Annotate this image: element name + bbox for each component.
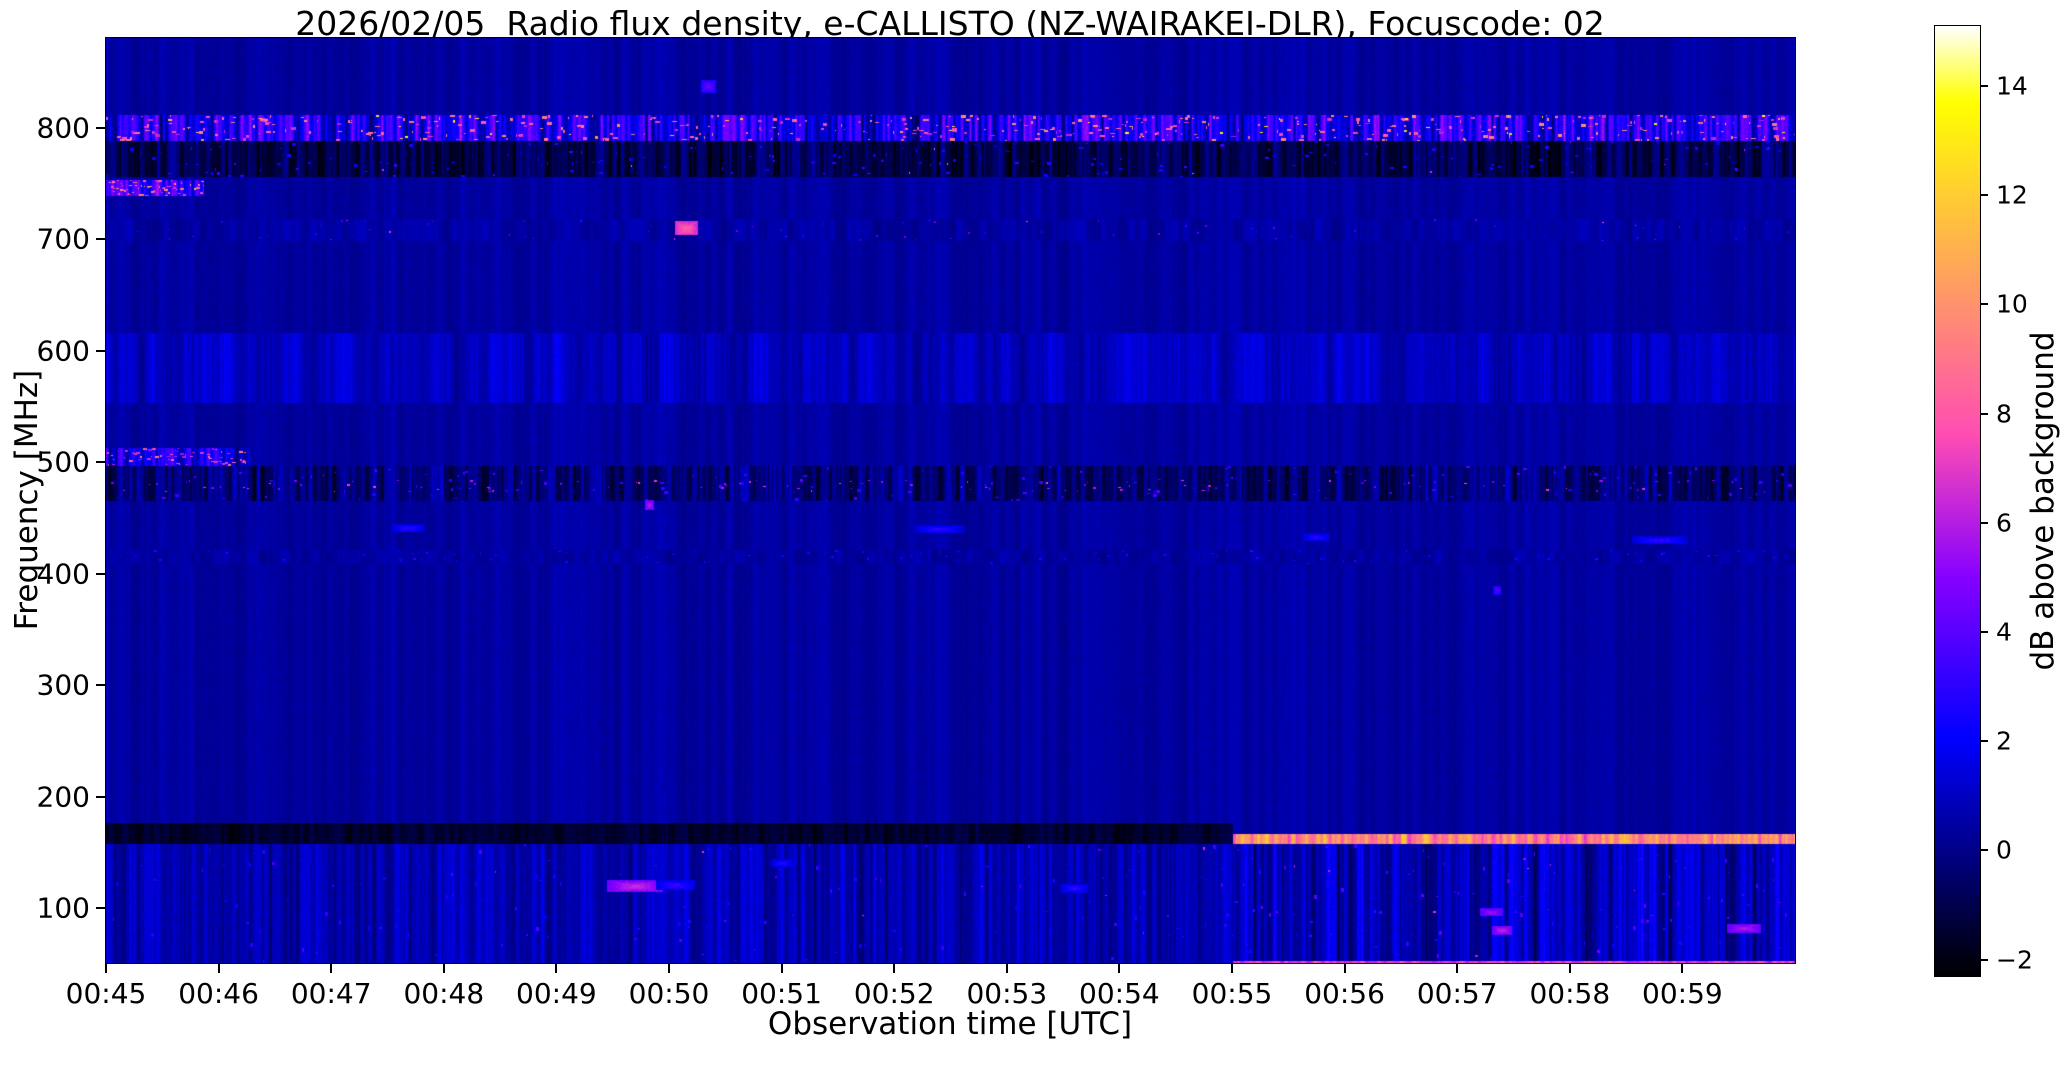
colorbar-label: dB above background [2025, 331, 2061, 671]
colorbar [1934, 25, 1981, 977]
colorbar-tick-label: 0 [1996, 835, 2012, 865]
x-tick-label: 00:54 [1079, 977, 1160, 1010]
y-tick-mark [96, 127, 106, 130]
colorbar-tick-label: 10 [1996, 289, 2028, 319]
y-tick-mark [96, 795, 106, 798]
y-tick-label: 500 [36, 445, 90, 479]
spectrogram-canvas [106, 38, 1795, 963]
x-tick-label: 00:46 [178, 977, 259, 1010]
x-tick-label: 00:48 [403, 977, 485, 1010]
x-tick-label: 00:45 [65, 977, 147, 1010]
y-tick-mark [96, 349, 106, 352]
colorbar-tick-mark [1980, 85, 1988, 88]
colorbar-tick-label: 12 [1996, 180, 2028, 210]
y-tick-mark [96, 906, 106, 909]
colorbar-tick-mark [1980, 521, 1988, 524]
colorbar-tick-mark [1980, 740, 1988, 743]
plot-area [105, 37, 1796, 964]
y-tick-label: 200 [36, 780, 90, 814]
x-tick-mark [217, 963, 220, 973]
colorbar-tick-mark [1980, 303, 1988, 306]
y-tick-label: 100 [36, 891, 90, 925]
y-tick-label: 400 [36, 557, 90, 591]
x-tick-mark [668, 963, 670, 973]
x-tick-mark [893, 963, 896, 973]
x-tick-mark [1231, 963, 1233, 973]
x-tick-mark [1568, 963, 1571, 973]
x-tick-mark [1681, 963, 1684, 973]
x-tick-mark [555, 963, 558, 973]
x-tick-label: 00:51 [741, 977, 822, 1010]
x-tick-mark [1005, 963, 1008, 973]
x-tick-mark [442, 963, 445, 973]
x-tick-label: 00:47 [290, 977, 372, 1010]
colorbar-gradient [1935, 26, 1980, 976]
y-tick-label: 800 [36, 111, 90, 145]
x-tick-label: 00:52 [853, 977, 935, 1010]
y-tick-label: 300 [36, 668, 90, 702]
colorbar-tick-label: 8 [1996, 399, 2012, 429]
y-axis-label: Frequency [MHz] [9, 369, 45, 631]
plot-title: 2026/02/05 Radio flux density, e-CALLIST… [295, 4, 1605, 43]
x-tick-mark [105, 963, 107, 973]
colorbar-tick-mark [1980, 631, 1988, 634]
colorbar-tick-label: 2 [1996, 726, 2012, 756]
y-tick-mark [96, 461, 106, 464]
x-tick-label: 00:59 [1642, 977, 1723, 1010]
x-tick-label: 00:53 [966, 977, 1048, 1010]
x-tick-mark [1343, 963, 1346, 973]
y-tick-mark [96, 572, 106, 575]
y-tick-mark [96, 238, 106, 241]
x-tick-mark [330, 963, 333, 973]
colorbar-tick-mark [1980, 412, 1988, 415]
x-tick-label: 00:56 [1304, 977, 1385, 1010]
x-tick-label: 00:57 [1416, 977, 1498, 1010]
x-axis-label: Observation time [UTC] [767, 1006, 1133, 1042]
x-tick-mark [780, 963, 783, 973]
x-tick-mark [1118, 963, 1121, 973]
x-tick-label: 00:55 [1191, 977, 1273, 1010]
x-tick-mark [1456, 963, 1459, 973]
colorbar-tick-label: 6 [1996, 508, 2012, 538]
y-tick-mark [96, 684, 106, 687]
colorbar-tick-mark [1980, 194, 1988, 197]
colorbar-tick-label: 14 [1996, 71, 2028, 101]
colorbar-tick-label: −2 [1996, 945, 2033, 975]
colorbar-tick-label: 4 [1996, 617, 2012, 647]
y-tick-label: 600 [36, 334, 90, 368]
colorbar-tick-mark [1980, 849, 1988, 852]
colorbar-tick-mark [1980, 958, 1988, 961]
y-tick-label: 700 [36, 222, 90, 256]
x-tick-label: 00:49 [516, 977, 597, 1010]
x-tick-label: 00:58 [1529, 977, 1611, 1010]
x-tick-label: 00:50 [628, 977, 710, 1010]
